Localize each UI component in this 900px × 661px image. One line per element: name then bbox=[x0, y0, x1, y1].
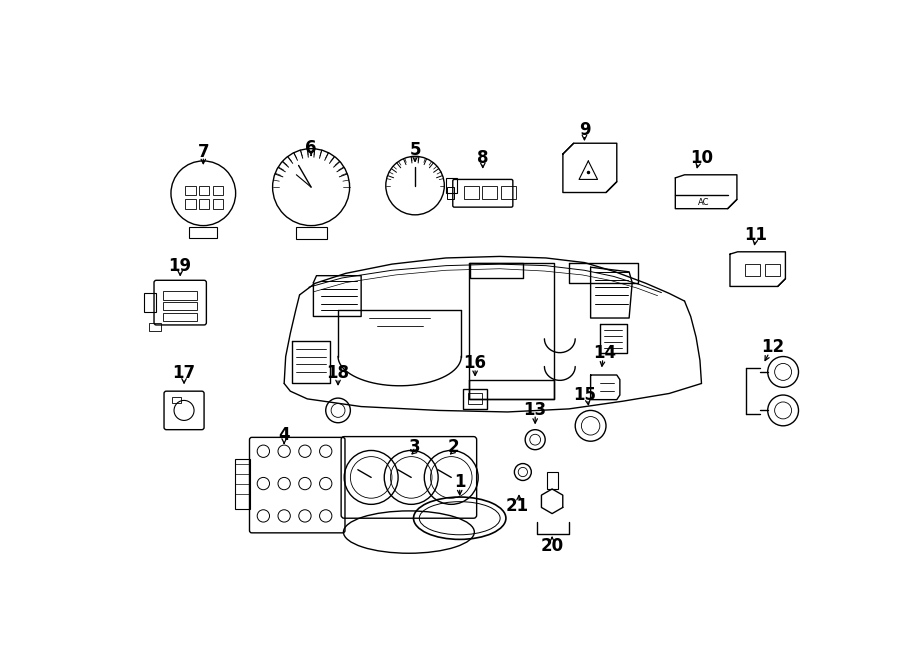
Text: 16: 16 bbox=[464, 354, 487, 372]
Bar bbox=[744, 264, 760, 276]
Text: AC: AC bbox=[698, 198, 709, 207]
Text: 5: 5 bbox=[410, 141, 421, 159]
Bar bbox=[468, 393, 482, 405]
Bar bbox=[546, 472, 557, 489]
Text: 9: 9 bbox=[579, 121, 590, 139]
Bar bbox=[212, 186, 223, 195]
Text: 3: 3 bbox=[410, 438, 421, 455]
Text: 20: 20 bbox=[541, 537, 563, 555]
Bar bbox=[144, 293, 156, 312]
Text: 21: 21 bbox=[505, 497, 528, 515]
Bar bbox=[163, 313, 197, 321]
Text: 18: 18 bbox=[327, 364, 349, 383]
Bar bbox=[199, 200, 210, 209]
Text: 7: 7 bbox=[197, 143, 209, 161]
Bar bbox=[172, 397, 181, 403]
Text: 10: 10 bbox=[690, 149, 713, 167]
Bar bbox=[163, 291, 197, 299]
Text: 11: 11 bbox=[744, 226, 767, 244]
Text: 12: 12 bbox=[761, 338, 785, 356]
Bar bbox=[189, 227, 217, 238]
Text: 6: 6 bbox=[305, 139, 317, 157]
Bar bbox=[296, 227, 327, 239]
Bar bbox=[184, 200, 195, 209]
Text: 13: 13 bbox=[524, 401, 546, 418]
Bar bbox=[148, 323, 161, 331]
Text: 15: 15 bbox=[573, 386, 596, 404]
Bar bbox=[235, 459, 250, 509]
Text: 14: 14 bbox=[593, 344, 616, 362]
Bar bbox=[500, 186, 516, 199]
Bar bbox=[199, 186, 210, 195]
Bar bbox=[464, 186, 479, 199]
Text: 1: 1 bbox=[454, 473, 465, 491]
Text: 2: 2 bbox=[447, 438, 459, 455]
Bar bbox=[163, 302, 197, 310]
Bar bbox=[463, 389, 488, 409]
Bar bbox=[184, 186, 195, 195]
Text: 17: 17 bbox=[173, 364, 195, 383]
Text: 8: 8 bbox=[477, 149, 489, 167]
Bar bbox=[212, 200, 223, 209]
Bar bbox=[446, 178, 456, 193]
Bar bbox=[482, 186, 498, 199]
Text: 4: 4 bbox=[278, 426, 290, 444]
Bar bbox=[765, 264, 780, 276]
Bar bbox=[446, 187, 454, 200]
Text: 19: 19 bbox=[168, 256, 192, 275]
